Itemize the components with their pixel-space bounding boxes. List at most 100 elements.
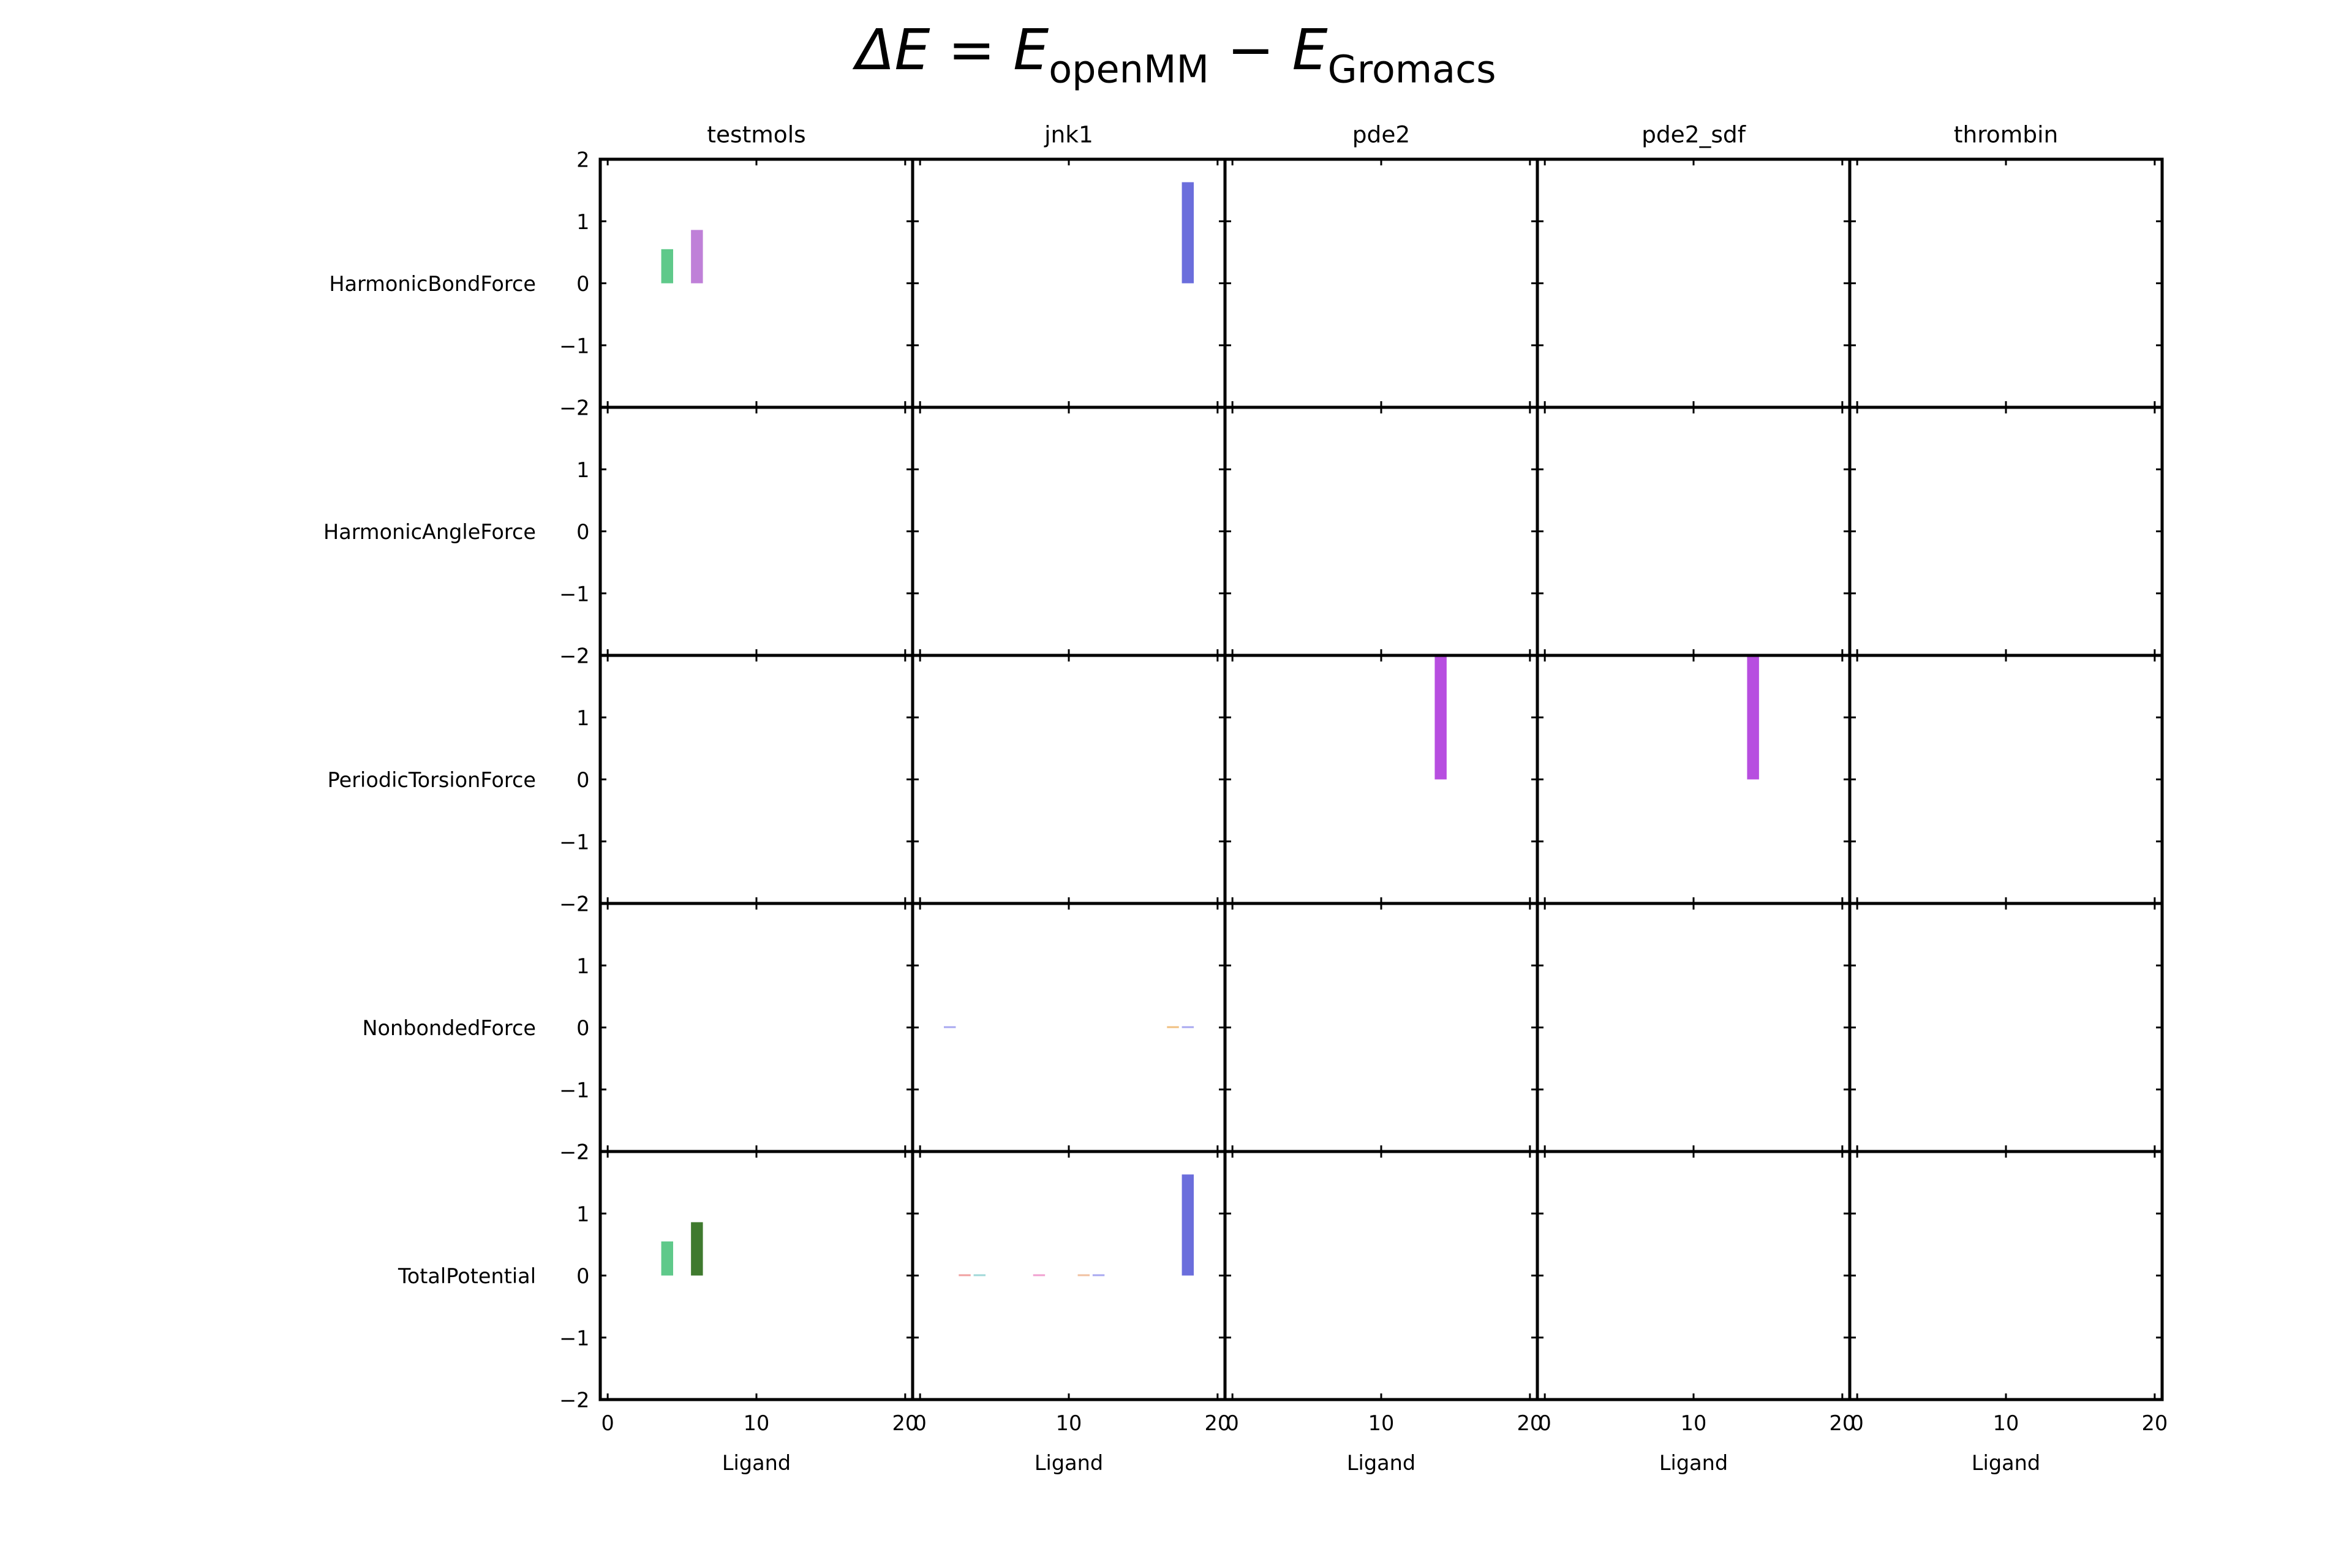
ytick-label: 0 [576,1264,589,1288]
xtick-label: 0 [1850,1411,1863,1435]
ytick-label: −1 [559,582,589,606]
bar-totalpotential-jnk1-ligand-4 [973,1274,986,1276]
column-title: thrombin [1954,121,2059,148]
bar-totalpotential-testmols-ligand-6 [691,1222,703,1276]
panel-harmonicangleforce-thrombin [1848,405,2164,657]
x-axis-label: Ligand [1972,1451,2040,1475]
ytick-label: −1 [559,334,589,358]
row-label: HarmonicBondForce [329,272,536,296]
bar-harmonicbondforce-testmols-ligand-4 [661,249,673,284]
panel-totalpotential-pde2 [1223,1150,1539,1401]
ytick-label: 1 [576,210,589,234]
ytick-label: 2 [576,1140,589,1164]
x-axis-label: Ligand [1035,1451,1103,1475]
panel-periodictorsionforce-jnk1 [911,654,1227,905]
ytick-label: 1 [576,1202,589,1226]
ytick-label: 0 [576,272,589,296]
title-equals: = [930,17,1014,83]
ytick-label: −1 [559,1326,589,1350]
xtick-label: 10 [1056,1411,1082,1435]
xtick-label: 10 [1368,1411,1395,1435]
x-axis-label: Ligand [1347,1451,1415,1475]
xtick-label: 20 [1517,1411,1544,1435]
ytick-label: −2 [559,396,589,420]
bar-periodictorsionforce-pde2-ligand-14 [1434,655,1447,780]
row-label: PeriodicTorsionForce [328,768,536,792]
bar-totalpotential-testmols-ligand-4 [661,1241,673,1276]
xtick-label: 0 [601,1411,614,1435]
panel-harmonicangleforce-testmols [598,405,914,657]
panel-totalpotential-pde2-sdf [1536,1150,1852,1401]
bar-nonbondedforce-jnk1-ligand-17 [1167,1026,1179,1028]
panel-harmonicbondforce-testmols [598,157,914,409]
bar-totalpotential-jnk1-ligand-12 [1092,1274,1105,1276]
xtick-label: 0 [1538,1411,1551,1435]
row-label: TotalPotential [398,1264,536,1288]
ytick-label: 2 [576,148,589,172]
panel-totalpotential-testmols [598,1150,914,1401]
chart-title: ΔE = EopenMM − EGromacs [0,17,2352,88]
ytick-label: 0 [576,520,589,544]
ytick-label: 1 [576,706,589,730]
column-title: jnk1 [1044,121,1093,148]
title-minus: − [1208,17,1292,83]
xtick-label: 0 [913,1411,926,1435]
panel-harmonicangleforce-jnk1 [911,405,1227,657]
xtick-label: 0 [1226,1411,1238,1435]
xtick-label: 20 [1830,1411,1856,1435]
ytick-label: 0 [576,1016,589,1040]
column-title: pde2 [1352,121,1411,148]
ytick-label: −2 [559,644,589,668]
ytick-label: −2 [559,892,589,916]
xtick-label: 20 [2142,1411,2168,1435]
bar-periodictorsionforce-pde2-sdf-ligand-14 [1747,655,1759,780]
row-label: HarmonicAngleForce [323,520,536,544]
panel-harmonicbondforce-thrombin [1848,157,2164,409]
ytick-label: 2 [576,644,589,668]
panel-nonbondedforce-thrombin [1848,902,2164,1153]
xtick-label: 10 [1681,1411,1707,1435]
panel-nonbondedforce-pde2 [1223,902,1539,1153]
panel-harmonicangleforce-pde2-sdf [1536,405,1852,657]
ytick-label: −2 [559,1389,589,1412]
column-title: testmols [707,121,805,148]
ytick-label: −1 [559,830,589,854]
title-delta-e: ΔE [856,17,930,83]
xtick-label: 10 [744,1411,770,1435]
ytick-label: 2 [576,396,589,420]
bar-totalpotential-jnk1-ligand-11 [1077,1274,1090,1276]
bar-harmonicbondforce-jnk1-ligand-18 [1182,182,1194,284]
title-gromacs-subscript: Gromacs [1327,47,1496,92]
bar-harmonicbondforce-testmols-ligand-6 [691,230,703,284]
column-title: pde2_sdf [1642,121,1746,148]
panel-harmonicbondforce-pde2-sdf [1536,157,1852,409]
panel-harmonicbondforce-pde2 [1223,157,1539,409]
ytick-label: −2 [559,1140,589,1164]
title-e-gromacs: E [1292,17,1328,83]
xtick-label: 20 [1205,1411,1231,1435]
bar-nonbondedforce-jnk1-ligand-18 [1182,1026,1194,1028]
x-axis-label: Ligand [722,1451,791,1475]
title-openmm-subscript: openMM [1049,47,1209,92]
ytick-label: −1 [559,1078,589,1102]
panel-harmonicbondforce-jnk1 [911,157,1227,409]
bar-totalpotential-jnk1-ligand-18 [1182,1174,1194,1276]
xtick-label: 20 [892,1411,919,1435]
panel-nonbondedforce-pde2-sdf [1536,902,1852,1153]
ytick-label: 1 [576,458,589,482]
title-e-openmm: E [1013,17,1049,83]
bar-totalpotential-jnk1-ligand-3 [959,1274,971,1276]
ytick-label: 2 [576,892,589,916]
x-axis-label: Ligand [1659,1451,1728,1475]
xtick-label: 10 [1993,1411,2019,1435]
panel-periodictorsionforce-pde2-sdf [1536,654,1852,905]
panel-harmonicangleforce-pde2 [1223,405,1539,657]
panel-periodictorsionforce-thrombin [1848,654,2164,905]
panel-periodictorsionforce-testmols [598,654,914,905]
bar-totalpotential-jnk1-ligand-8 [1033,1274,1046,1276]
row-label: NonbondedForce [362,1016,536,1040]
ytick-label: 1 [576,954,589,978]
bar-nonbondedforce-jnk1-ligand-2 [944,1026,956,1028]
panel-periodictorsionforce-pde2 [1223,654,1539,905]
